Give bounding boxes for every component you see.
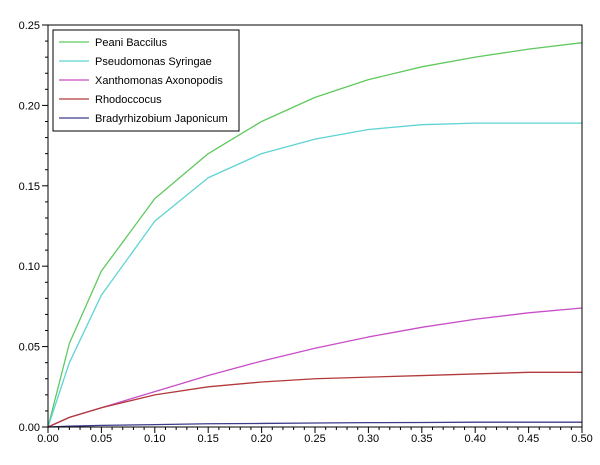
x-tick-label: 0.45 <box>518 433 539 445</box>
x-tick-label: 0.15 <box>197 433 218 445</box>
legend-label: Pseudomonas Syringae <box>95 56 212 68</box>
y-tick-label: 0.20 <box>19 100 40 112</box>
y-tick-label: 0.10 <box>19 261 40 273</box>
x-tick-label: 0.30 <box>358 433 379 445</box>
x-tick-label: 0.10 <box>144 433 165 445</box>
x-tick-label: 0.05 <box>91 433 112 445</box>
x-tick-label: 0.35 <box>411 433 432 445</box>
x-tick-label: 0.20 <box>251 433 272 445</box>
x-tick-label: 0.50 <box>571 433 592 445</box>
x-tick-label: 0.40 <box>464 433 485 445</box>
series-line-0 <box>47 42 583 428</box>
x-tick-label: 0.25 <box>304 433 325 445</box>
legend: Peani Baccilus Pseudomonas Syringae Xantho… <box>52 29 240 132</box>
series-line-4 <box>47 421 582 428</box>
legend-label: Xanthomonas Axonopodis <box>95 75 223 87</box>
series-line-3 <box>47 371 582 428</box>
legend-label: Peani Baccilus <box>95 37 168 49</box>
y-tick-label: 0.25 <box>19 20 40 32</box>
y-tick-label: 0.00 <box>19 422 40 434</box>
y-tick-label: 0.15 <box>19 181 40 193</box>
legend-label: Bradyrhizobium Japonicum <box>95 113 228 125</box>
y-tick-label: 0.05 <box>19 342 40 354</box>
series-lines <box>47 42 583 428</box>
series-line-1 <box>47 122 582 428</box>
legend-label: Rhodoccocus <box>95 94 162 106</box>
axes: 0.00 0.05 0.10 0.15 0.20 0.25 0.30 0.35 0.40 0.45… <box>19 20 593 445</box>
x-tick-label: 0.00 <box>37 433 58 445</box>
series-line-2 <box>47 307 583 428</box>
